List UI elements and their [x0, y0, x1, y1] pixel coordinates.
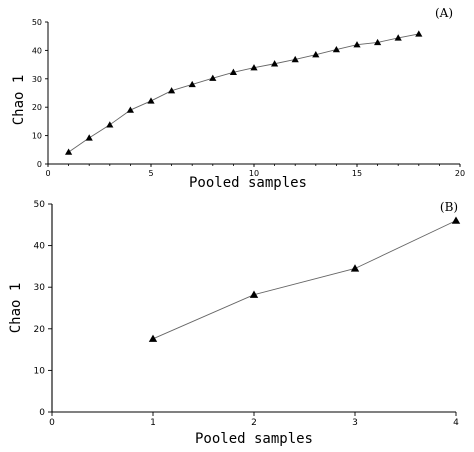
- x-tick-label-a: 5: [148, 169, 153, 178]
- y-tick-label-b: 40: [34, 242, 46, 252]
- data-point-a: [106, 121, 114, 128]
- x-tick-label-b: 4: [453, 418, 459, 428]
- x-axis-title-a: Pooled samples: [189, 175, 307, 191]
- data-point-a: [271, 60, 279, 67]
- y-tick-label-a: 20: [32, 103, 42, 112]
- data-point-b: [350, 264, 360, 272]
- data-point-a: [65, 148, 73, 155]
- y-tick-label-b: 0: [39, 408, 45, 418]
- data-point-b: [249, 290, 259, 298]
- data-point-b: [148, 334, 158, 342]
- chart-panel-b: (B) Pooled samples Chao 1 0 1 2 3 4010203040…: [8, 200, 461, 447]
- x-axis-title-b: Pooled samples: [195, 431, 313, 447]
- data-point-a: [312, 51, 320, 58]
- data-point-a: [126, 106, 134, 113]
- data-point-a: [332, 45, 340, 53]
- x-tick-label-a: 20: [455, 169, 465, 178]
- data-point-a: [229, 68, 237, 75]
- data-point-a: [168, 87, 176, 94]
- x-tick-label-b: 1: [150, 418, 156, 428]
- x-tick-label-a: 10: [249, 169, 259, 178]
- y-tick-label-b: 10: [34, 366, 46, 376]
- data-point-a: [209, 74, 217, 81]
- data-point-a: [353, 41, 361, 48]
- panel-label-b: (B): [440, 200, 458, 214]
- data-point-b: [451, 216, 461, 224]
- y-tick-label-a: 30: [32, 75, 42, 84]
- panel-label-a: (A): [435, 6, 453, 20]
- data-point-a: [291, 55, 299, 63]
- x-tick-label-b: 2: [251, 418, 257, 428]
- y-tick-label-b: 30: [34, 283, 46, 293]
- y-tick-label-a: 0: [37, 160, 42, 169]
- data-point-a: [147, 97, 155, 104]
- x-tick-label-b: 0: [49, 418, 55, 428]
- data-point-a: [188, 80, 196, 88]
- chart-panel-a: (A) Pooled samples Chao 1 0 5 10 15 20 0 10 20 3…: [11, 6, 465, 191]
- x-tick-label-b: 3: [352, 418, 358, 428]
- y-axis-title-b: Chao 1: [8, 283, 24, 334]
- x-tick-label-a: 0: [45, 169, 50, 178]
- data-point-a: [374, 38, 382, 46]
- y-tick-label-b: 20: [34, 325, 46, 335]
- y-tick-label-b: 50: [34, 200, 46, 210]
- x-tick-label-a: 15: [352, 169, 362, 178]
- y-tick-label-a: 10: [32, 132, 42, 141]
- data-point-a: [250, 64, 258, 71]
- y-tick-label-a: 50: [32, 18, 42, 27]
- y-axis-title-a: Chao 1: [11, 75, 27, 126]
- y-tick-label-a: 40: [32, 46, 42, 55]
- data-point-a: [415, 30, 423, 37]
- data-point-a: [85, 134, 93, 141]
- series-line-b: [152, 220, 457, 340]
- series-line-a: [68, 33, 419, 153]
- data-point-a: [394, 34, 402, 41]
